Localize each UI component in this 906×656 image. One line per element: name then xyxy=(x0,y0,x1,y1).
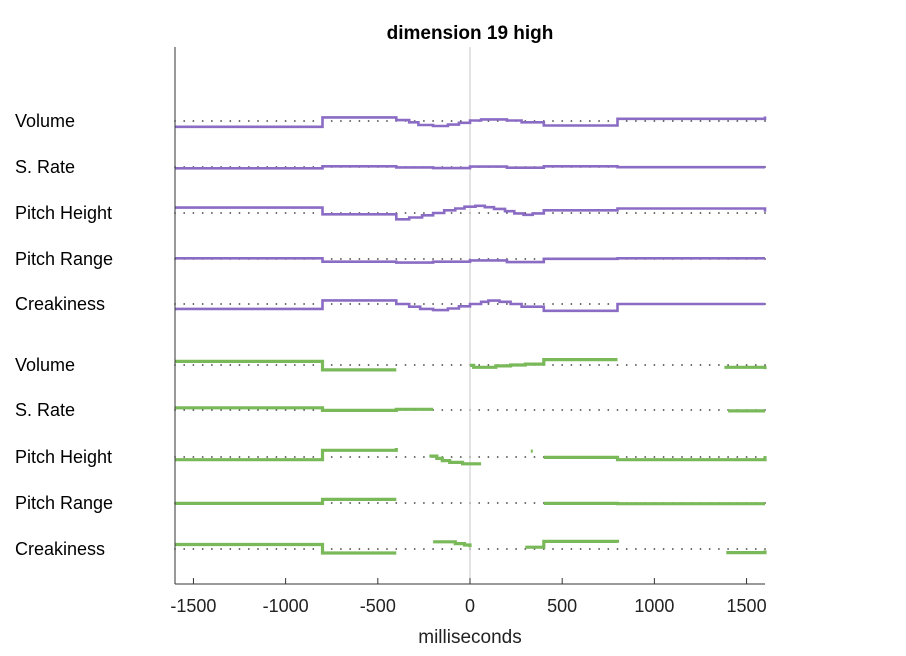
series-row-10-segment-3 xyxy=(525,539,620,549)
series-row-8-segment-1 xyxy=(175,448,398,462)
baseline-dots-row-6 xyxy=(174,364,766,366)
series-row-6-segment-3 xyxy=(724,365,767,370)
row-label-4: Pitch Range xyxy=(15,249,113,269)
series-row-5-segment-1 xyxy=(175,299,765,313)
series-row-8-segment-2 xyxy=(429,454,482,466)
series-row-6-segment-2 xyxy=(470,358,618,369)
row-label-10: Creakiness xyxy=(15,539,105,559)
series-row-1-segment-1 xyxy=(175,116,767,129)
x-axis-label: milliseconds xyxy=(418,627,521,648)
row-label-8: Pitch Height xyxy=(15,447,112,467)
x-tick-label: 1000 xyxy=(634,596,674,616)
baseline-dots-row-10 xyxy=(174,548,766,550)
row-label-9: Pitch Range xyxy=(15,493,113,513)
axes: -1500 -1000 -500 0 500 1000 1500 xyxy=(170,47,767,616)
series-row-10-segment-1 xyxy=(175,542,397,555)
series-row-10-segment-2 xyxy=(433,540,472,548)
series-row-2-segment-1 xyxy=(175,165,765,170)
series-row-8-segment-4 xyxy=(543,455,767,462)
series-row-6-segment-1 xyxy=(175,359,397,372)
series-row-10-segment-4 xyxy=(726,550,767,555)
row-label-3: Pitch Height xyxy=(15,203,112,223)
x-tick-label: 1500 xyxy=(727,596,767,616)
series-lines xyxy=(175,116,767,555)
x-tick-label: -1500 xyxy=(170,596,216,616)
row-label-7: S. Rate xyxy=(15,400,75,420)
series-row-3-segment-1 xyxy=(175,204,767,221)
row-label-1: Volume xyxy=(15,111,75,131)
x-tick-label: 0 xyxy=(465,596,475,616)
row-labels: Volume S. Rate Pitch Height Pitch Range Crea… xyxy=(15,111,113,559)
row-label-5: Creakiness xyxy=(15,294,105,314)
x-tick-label: -1000 xyxy=(263,596,309,616)
series-row-9-segment-1 xyxy=(175,497,397,505)
x-tick-label: -500 xyxy=(360,596,396,616)
chart-title: dimension 19 high xyxy=(387,23,554,44)
row-label-2: S. Rate xyxy=(15,157,75,177)
x-tick-label: 500 xyxy=(547,596,577,616)
series-row-7-segment-1 xyxy=(175,406,434,412)
row-label-6: Volume xyxy=(15,355,75,375)
series-row-4-segment-1 xyxy=(175,256,765,264)
